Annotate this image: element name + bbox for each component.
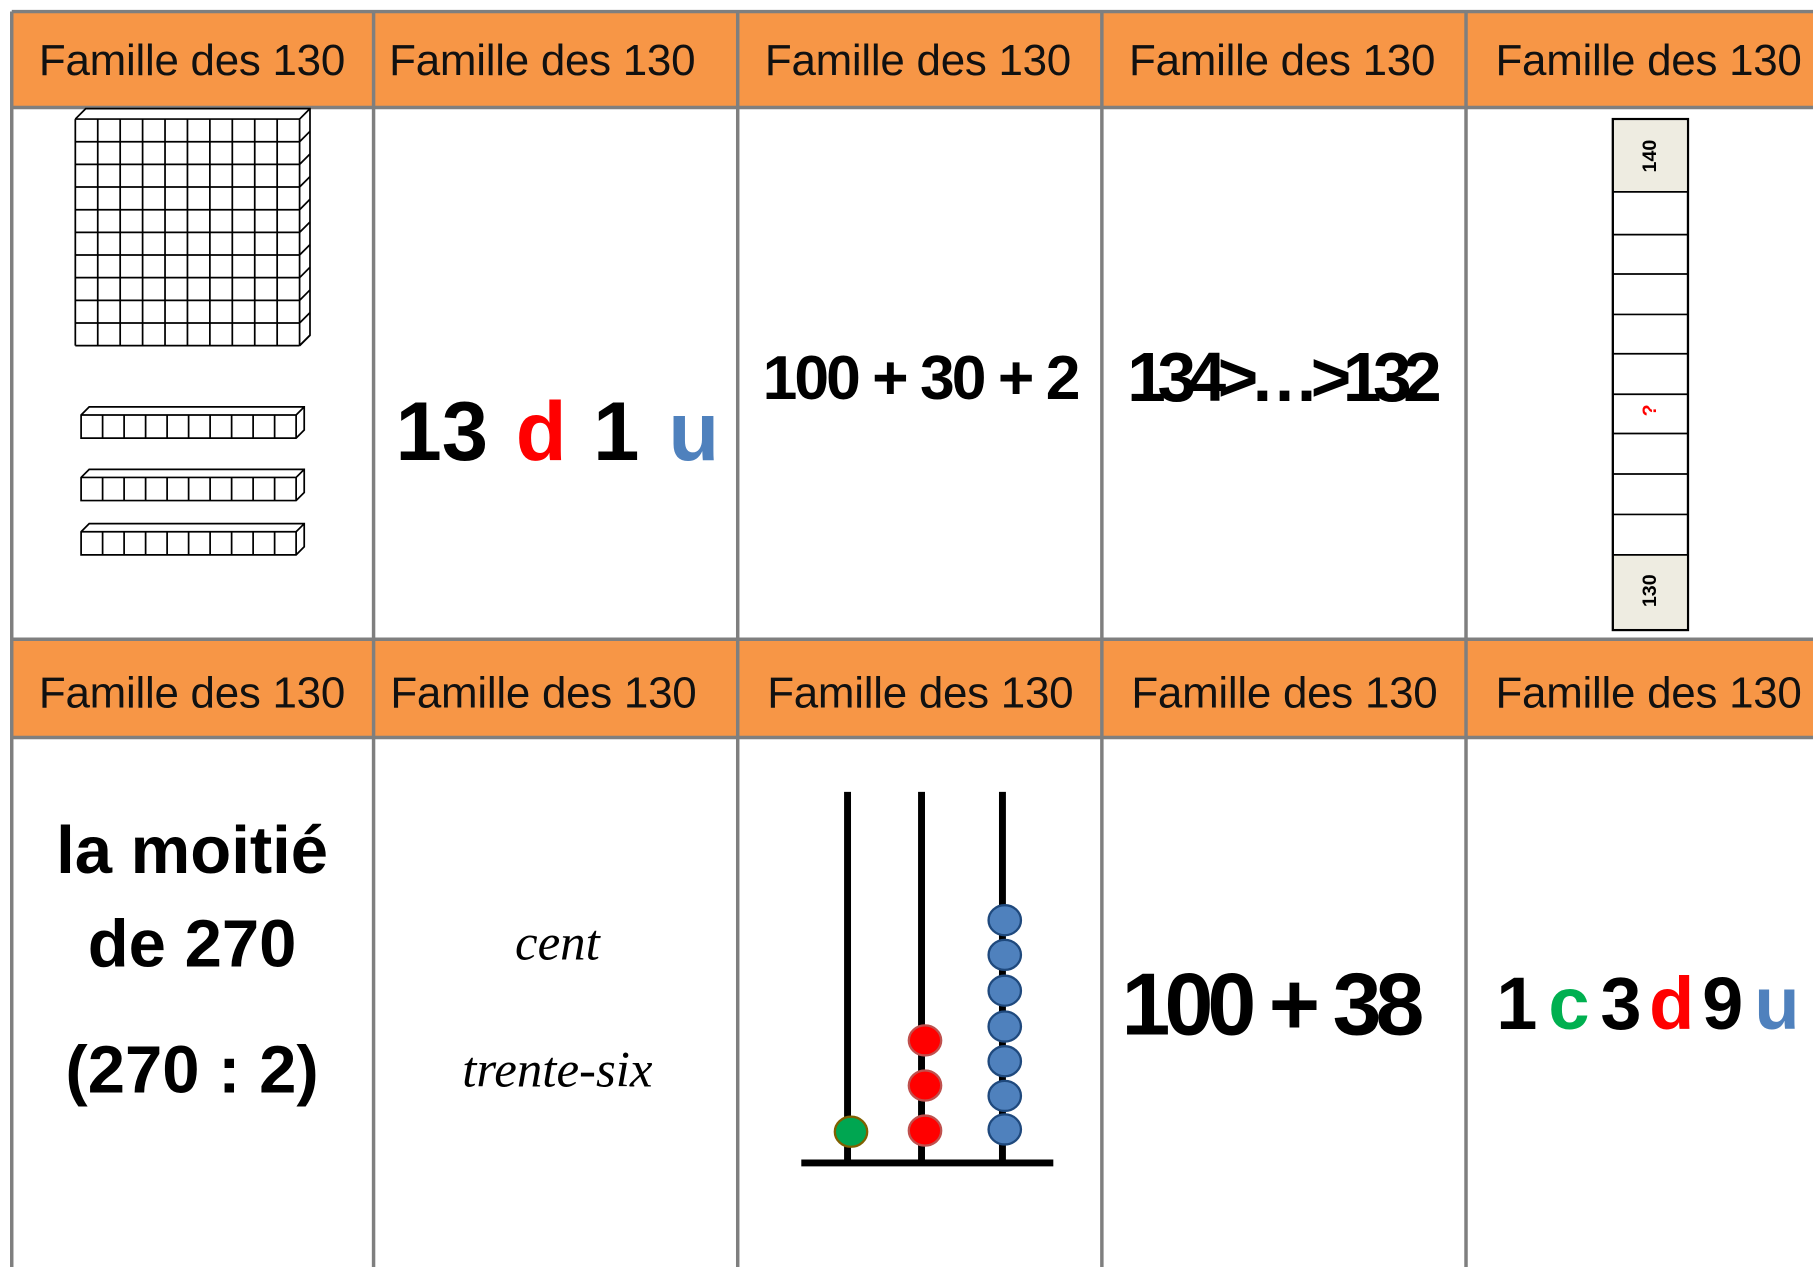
text-line: de 270 (88, 906, 297, 981)
grid-edge (298, 198, 311, 211)
cursive-word: cent (515, 915, 602, 971)
grid (11, 11, 1813, 738)
bead (833, 1115, 869, 1148)
header-band (11, 639, 1813, 738)
card-header: Famille des 130 (1129, 36, 1435, 85)
grid-edge (298, 221, 311, 233)
bead (987, 1079, 1023, 1113)
letter: c (1548, 962, 1589, 1045)
hundred-flat (74, 107, 311, 347)
digit: 9 (1702, 962, 1743, 1045)
units-number: 1 (593, 385, 639, 478)
card-header: Famille des 130 (39, 668, 345, 717)
header-band (11, 11, 1813, 108)
tens-letter: d (516, 385, 567, 478)
card-header: Famille des 130 (1495, 36, 1801, 85)
text-line: la moitié (56, 813, 328, 888)
ten-rod (80, 406, 306, 439)
bead (907, 1069, 943, 1102)
number-strip (1611, 117, 1690, 632)
text-line: (270 : 2) (65, 1032, 318, 1107)
card-header: Famille des 130 (1495, 668, 1801, 717)
grid-edge (298, 176, 311, 188)
digit: 1 (1496, 962, 1537, 1045)
grid-edge (298, 153, 311, 165)
card-header: Famille des 130 (39, 36, 345, 85)
units-letter: u (668, 385, 719, 478)
tens-number: 13 (395, 385, 488, 478)
decomposition: 100 + 38 (1122, 955, 1425, 1054)
grid-edge (298, 311, 311, 324)
grid-edge (298, 130, 311, 143)
card-header: Famille des 130 (767, 668, 1073, 717)
card-header: Famille des 130 (765, 36, 1071, 85)
card-header: Famille des 130 (389, 36, 695, 85)
grid-edge (298, 334, 311, 347)
grid-edge (298, 244, 311, 256)
bead (987, 1045, 1023, 1078)
bead (987, 1010, 1023, 1043)
strip-unknown: ? (1639, 404, 1661, 416)
bead (907, 1114, 943, 1147)
digit: 3 (1600, 962, 1641, 1045)
card-header: Famille des 130 (390, 668, 696, 717)
cursive-word: trente-six (462, 1043, 653, 1099)
grid-edge (298, 108, 311, 120)
abacus (801, 791, 1054, 1167)
strip-bottom: 130 (1639, 574, 1661, 607)
letter: d (1649, 962, 1694, 1045)
card-header: Famille des 130 (1131, 668, 1437, 717)
ten-rod (80, 522, 306, 556)
ten-rod (80, 468, 306, 502)
grid-edge (298, 266, 311, 279)
decomposition: 100 + 30 + 2 (763, 343, 1081, 413)
bead (987, 1113, 1023, 1146)
grid-lines (10, 9, 1813, 1267)
comparison: 134>…>132 (1127, 338, 1441, 416)
bead (987, 904, 1023, 937)
strip-top: 140 (1639, 140, 1661, 173)
bead (987, 938, 1023, 972)
base-ten-blocks (74, 107, 311, 556)
letter: u (1754, 962, 1799, 1045)
bead (907, 1024, 943, 1057)
grid-edge (298, 289, 311, 301)
bead (987, 974, 1023, 1007)
